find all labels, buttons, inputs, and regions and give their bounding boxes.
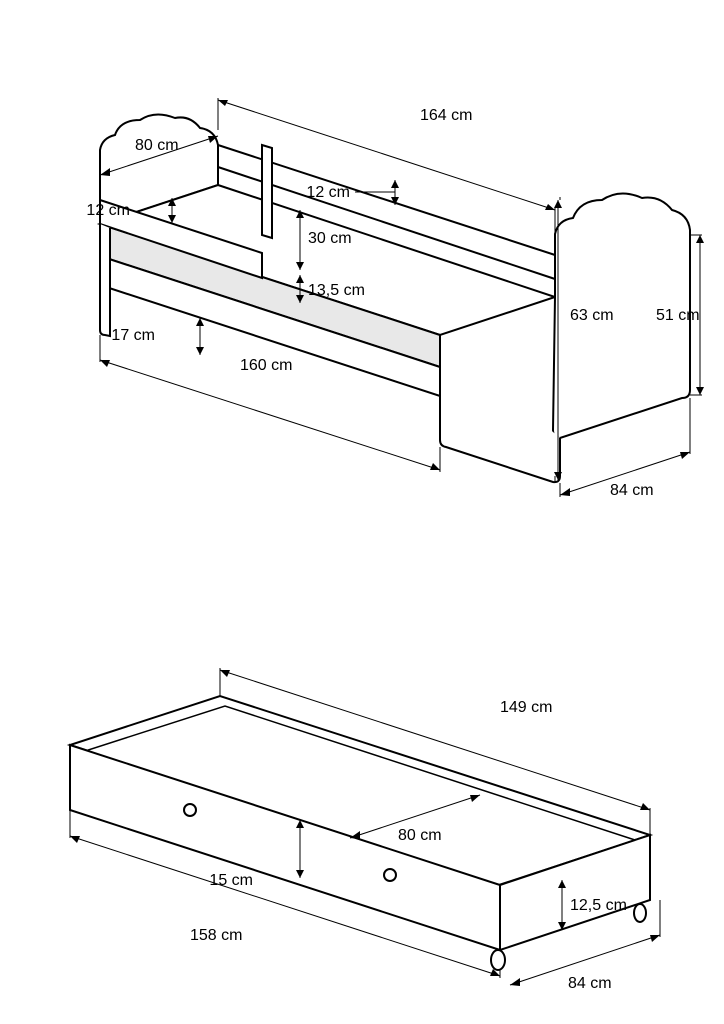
label-15: 15 cm [209,872,253,889]
label-80-drawer: 80 cm [398,827,442,844]
label-51: 51 cm [656,307,700,324]
label-125: 12,5 cm [570,897,627,914]
bed-drawing: 164 cm 80 cm 12 cm 12 cm 30 cm 13,5 cm [86,98,704,499]
label-164: 164 cm [420,107,472,124]
label-84-foot: 84 cm [610,482,654,499]
drawer-drawing: 149 cm 80 cm 15 cm 12,5 cm 158 cm 84 cm [70,668,660,992]
diagram-container: 164 cm 80 cm 12 cm 12 cm 30 cm 13,5 cm [0,0,724,1024]
label-135: 13,5 cm [308,282,365,299]
caster-back [634,904,646,922]
label-17: 17 cm [111,327,155,344]
head-leg-front [100,224,110,336]
dim-17: 17 cm [111,318,204,355]
drawer-knob-right [384,869,396,881]
label-80-head: 80 cm [135,137,179,154]
drawer-knob-left [184,804,196,816]
foot-leg-front [440,335,560,482]
technical-drawing: 164 cm 80 cm 12 cm 12 cm 30 cm 13,5 cm [0,0,724,1024]
guard-rail-post [262,145,272,238]
label-30: 30 cm [308,230,352,247]
label-84-drawer: 84 cm [568,975,612,992]
label-12-head: 12 cm [86,202,130,219]
label-12-foot: 12 cm [306,184,350,201]
label-149: 149 cm [500,699,552,716]
label-63: 63 cm [570,307,614,324]
caster-front [491,950,505,970]
label-158: 158 cm [190,927,242,944]
label-160: 160 cm [240,357,292,374]
